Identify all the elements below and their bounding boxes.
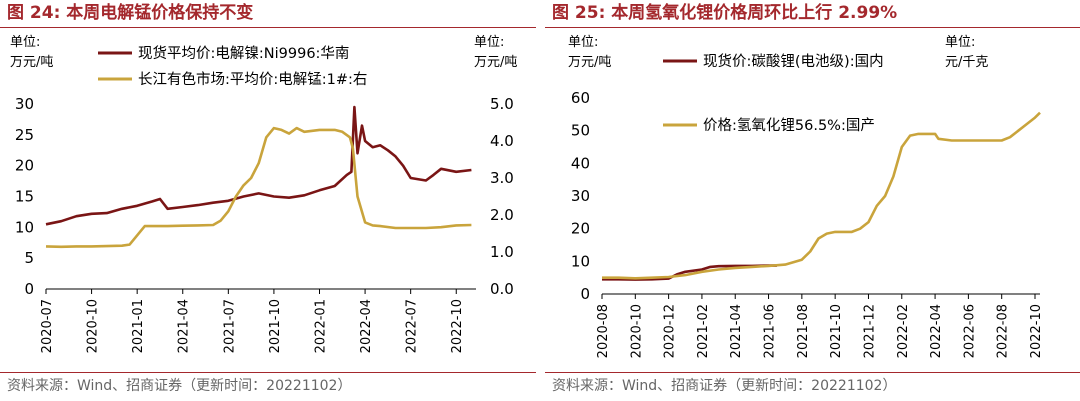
y-tick-label-left: 0 [580,285,590,303]
y-tick-label-left: 50 [571,122,590,140]
y-tick-label-left: 10 [571,252,590,270]
x-tick-label: 2021-04 [729,304,744,358]
source-divider [0,372,536,373]
legend-label-1: 现货价:碳酸锂(电池级):国内 [703,53,884,70]
y-tick-label-right: 0.0 [490,280,514,298]
x-tick-label: 2022-04 [929,304,944,358]
y-tick-label-left: 0 [24,280,34,298]
legend-label-1: 现货平均价:电解镍:Ni9996:华南 [138,45,349,62]
lithium-price-chart: 单位: 万元/吨 单位: 元/千克 0 10 20 30 40 50 60 2020-08 2020-1… [568,35,1044,358]
x-tick-label: 2021-10 [268,299,283,353]
x-tick-label: 2020-07 [40,299,55,353]
chart-title: 图 24: 本周电解锰价格保持不变 [7,3,254,23]
x-tick-label: 2021-07 [222,299,237,353]
unit-label-right: 单位: [945,35,975,50]
y-tick-label-left: 25 [15,126,34,144]
y-tick-label-left: 60 [571,89,590,107]
y-tick-label-left: 5 [24,249,34,267]
y-tick-label-right: 2.0 [490,206,514,224]
source-note: 资料来源：Wind、招商证券（更新时间：20221102） [7,378,352,394]
y-tick-label-left: 20 [571,220,590,238]
x-tick-label: 2021-12 [862,304,877,358]
x-tick-label: 2020-08 [596,304,611,358]
x-tick-label: 2020-10 [629,304,644,358]
chart-panel-manganese: 图 24: 本周电解锰价格保持不变 单位: 万元/吨 单位: 万元/吨 0 5 10 15 20… [0,0,536,401]
source-note: 资料来源：Wind、招商证券（更新时间：20221102） [552,378,897,394]
chart-panel-lithium: 图 25: 本周氢氧化锂价格周环比上行 2.99% 单位: 万元/吨 单位: 元/千克… [545,0,1080,401]
x-tick-label: 2021-08 [796,304,811,358]
x-tick-label: 2022-10 [1029,304,1044,358]
unit-label-right: 元/千克 [945,55,988,70]
x-tick-label: 2022-06 [962,304,977,358]
series-line-2 [45,126,472,249]
unit-label-right: 单位: [474,35,504,50]
y-tick-label-left: 30 [571,187,590,205]
x-tick-label: 2022-07 [405,299,420,353]
unit-label-left: 单位: [568,35,598,50]
y-tick-label-left: 10 [15,218,34,236]
x-tick-label: 2022-01 [313,299,328,353]
x-tick-label: 2020-10 [86,299,101,353]
x-tick-label: 2022-10 [450,299,465,353]
x-tick-label: 2020-12 [663,304,678,358]
x-tick-label: 2021-01 [131,299,146,353]
manganese-nickel-chart: 单位: 万元/吨 单位: 万元/吨 0 5 10 15 20 25 30 0.0 1.0 2.0 3.0 4.… [10,35,517,353]
series-line-1 [45,105,472,226]
chart-title: 图 25: 本周氢氧化锂价格周环比上行 2.99% [552,3,898,23]
x-tick-label: 2021-06 [763,304,778,358]
unit-label-left: 万元/吨 [568,55,611,70]
x-tick-label: 2021-04 [177,299,192,353]
legend-label-2: 价格:氢氧化锂56.5%:国产 [703,117,875,134]
y-tick-label-left: 40 [571,154,590,172]
series-line-2 [602,111,1041,280]
unit-label-right: 万元/吨 [474,55,517,70]
legend-label-2: 长江有色市场:平均价:电解锰:1#:右 [138,71,367,88]
x-tick-label: 2022-02 [896,304,911,358]
y-tick-label-left: 15 [15,188,34,206]
y-tick-label-left: 20 [15,157,34,175]
y-tick-label-right: 5.0 [490,95,514,113]
y-tick-label-right: 1.0 [490,243,514,261]
title-divider [545,27,1080,28]
y-tick-label-left: 30 [15,95,34,113]
source-divider [545,372,1080,373]
unit-label-left: 单位: [10,35,40,50]
y-tick-label-right: 4.0 [490,132,514,150]
x-tick-label: 2022-04 [359,299,374,353]
x-tick-label: 2021-10 [829,304,844,358]
title-divider [0,27,536,28]
x-tick-label: 2022-08 [996,304,1011,358]
y-tick-label-right: 3.0 [490,169,514,187]
unit-label-left: 万元/吨 [10,55,53,70]
x-tick-label: 2021-02 [696,304,711,358]
